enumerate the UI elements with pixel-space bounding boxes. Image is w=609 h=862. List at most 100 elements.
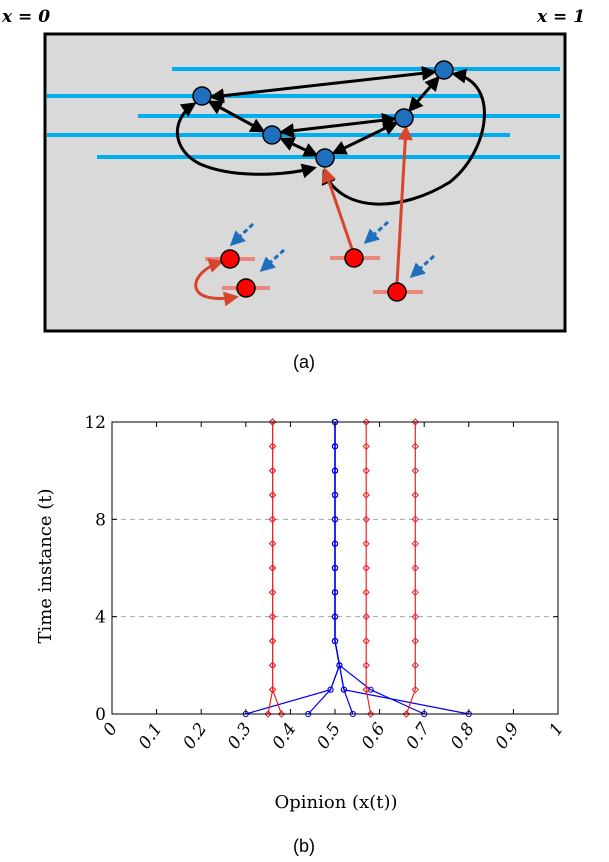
- data-point: [340, 686, 348, 693]
- stubborn-agent-trajectory: [402, 418, 419, 718]
- data-point: [411, 685, 419, 694]
- y-tick-label: 0: [95, 705, 106, 725]
- data-point: [268, 418, 277, 426]
- data-point: [411, 515, 419, 524]
- y-axis-label: Time instance (t): [35, 488, 56, 643]
- y-tick-label: 8: [95, 510, 106, 530]
- influence-arrows: [176, 65, 486, 206]
- data-point: [411, 539, 419, 548]
- dashed-arrow: [229, 222, 255, 247]
- label-x-one: x = 1: [536, 7, 585, 27]
- data-point: [362, 637, 370, 645]
- data-point: [264, 710, 272, 718]
- x-tick-label: 0.4: [269, 719, 301, 753]
- normal-agent-trajectory: [305, 418, 343, 718]
- stubborn-influence-arrows: [194, 125, 413, 307]
- x-tick-label: 0.1: [135, 719, 167, 753]
- x-tick-label: 0.6: [358, 719, 390, 753]
- data-point: [268, 588, 277, 597]
- data-point: [268, 564, 277, 572]
- label-x-zero: x = 0: [1, 7, 50, 27]
- x-tick-label: 0.7: [402, 719, 434, 753]
- data-point: [411, 637, 419, 645]
- data-point: [411, 418, 419, 426]
- data-point: [268, 515, 277, 524]
- arrow: [321, 68, 486, 206]
- x-tick-label: 0.9: [492, 719, 524, 753]
- data-point: [362, 539, 370, 548]
- normal-agent-node: [315, 148, 335, 168]
- x-axis-label: Opinion (x(t)): [274, 792, 397, 813]
- data-point: [411, 466, 419, 475]
- caption-a: (a): [293, 352, 315, 372]
- stubborn-agent-node: [220, 249, 240, 269]
- data-point: [411, 612, 419, 621]
- plot-grid: [112, 518, 558, 618]
- data-point: [362, 612, 370, 621]
- stubborn-agents: [220, 248, 407, 302]
- data-point: [268, 466, 277, 475]
- x-tick-label: 0.2: [179, 719, 211, 753]
- data-point: [362, 588, 370, 597]
- trajectory-line: [272, 422, 283, 715]
- data-point: [362, 515, 370, 524]
- normal-agent-node: [434, 60, 454, 80]
- data-point: [362, 418, 370, 426]
- normal-agent-trajectory: [331, 418, 356, 718]
- trajectory-line: [334, 422, 469, 715]
- data-point: [331, 540, 339, 547]
- data-point: [367, 686, 374, 693]
- normal-agent-trajectory: [331, 418, 472, 718]
- data-point: [362, 491, 370, 499]
- data-point: [331, 589, 339, 596]
- stubborn-agent-node: [344, 248, 364, 268]
- dashed-arrow: [409, 254, 436, 279]
- x-tick-label: 0.3: [224, 719, 256, 753]
- plot-ticks: 0 4 8 12 0 0.1 0.2 0.3 0.4 0.5 0.6 0.7 0.8 0.9 1: [84, 413, 568, 753]
- data-point: [268, 685, 277, 694]
- data-point: [331, 613, 339, 620]
- data-point: [411, 588, 419, 597]
- trajectory-line: [334, 422, 425, 715]
- stubborn-agent-trajectory: [264, 418, 277, 718]
- arrow: [194, 258, 239, 307]
- data-point: [331, 443, 339, 450]
- trajectory-line: [267, 422, 274, 715]
- caption-b: (b): [293, 836, 315, 856]
- data-point: [362, 661, 370, 670]
- arrow: [395, 125, 413, 284]
- trajectory-line: [405, 422, 416, 715]
- data-point: [268, 491, 277, 499]
- data-point: [268, 442, 277, 451]
- data-point: [362, 685, 370, 694]
- panel-b: 0 4 8 12 0 0.1 0.2 0.3 0.4 0.5 0.6 0.7 0.8 0.9 1 Opini…: [35, 413, 568, 856]
- normal-agent-trajectory: [242, 418, 343, 718]
- data-point: [331, 516, 339, 523]
- x-tick-label: 1: [546, 719, 569, 739]
- data-point: [362, 466, 370, 475]
- data-point: [411, 442, 419, 451]
- data-point: [268, 539, 277, 548]
- trajectory-line: [365, 422, 372, 715]
- arrow: [321, 167, 354, 250]
- dashed-arrow: [259, 248, 286, 273]
- data-point: [362, 442, 370, 451]
- data-point: [331, 637, 339, 645]
- arrow: [176, 102, 317, 179]
- data-point: [411, 564, 419, 572]
- data-point: [327, 686, 334, 693]
- panel-a: x = 0 x = 1: [1, 7, 585, 372]
- data-point: [411, 491, 419, 499]
- data-point: [268, 637, 277, 645]
- data-point: [331, 491, 339, 499]
- plot-series: [242, 418, 472, 718]
- normal-agent-node: [192, 86, 212, 106]
- y-tick-label: 12: [84, 413, 106, 433]
- data-point: [268, 661, 277, 670]
- data-point: [331, 467, 339, 474]
- stubborn-agent-node: [236, 278, 256, 298]
- stubborn-agent-node: [387, 282, 407, 302]
- external-influence-arrows: [229, 220, 436, 279]
- data-point: [331, 564, 339, 572]
